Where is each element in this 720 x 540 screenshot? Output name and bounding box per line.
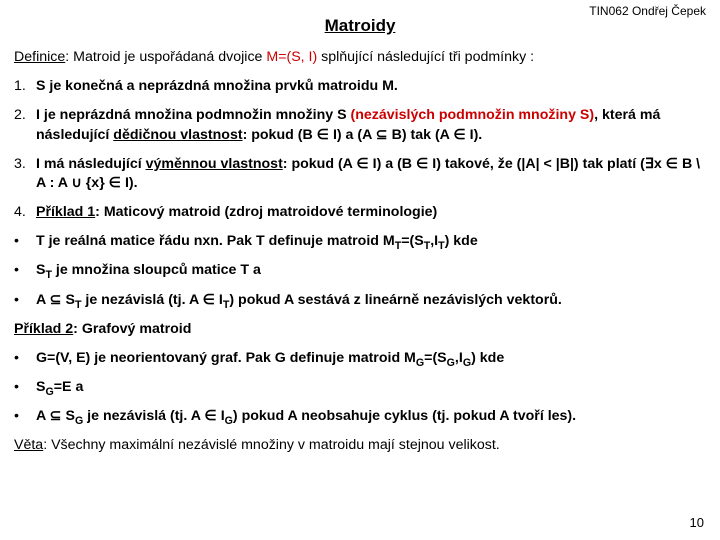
page-title: Matroidy	[14, 16, 706, 36]
example-2-heading: Příklad 2: Grafový matroid	[14, 320, 706, 339]
page-number: 10	[690, 515, 704, 530]
ol-body-1: S je konečná a neprázdná množina prvků m…	[36, 77, 706, 96]
text: ,I	[455, 350, 463, 366]
bullet-body: A ⊆ ST je nezávislá (tj. A ∈ IT) pokud A…	[36, 291, 706, 310]
property-name: dědičnou vlastnost	[113, 127, 242, 143]
bullet-body: ST je množina sloupců matice T a	[36, 261, 706, 280]
ol-body-4: Příklad 1: Maticový matroid (zdroj matro…	[36, 203, 706, 222]
ol-item-2: 2. I je neprázdná množina podmnožin množ…	[14, 106, 706, 144]
text: ) kde	[445, 233, 478, 249]
bullet-icon: •	[14, 291, 36, 310]
text: ) pokud A sestává z lineárně nezávislých…	[229, 292, 561, 308]
text: =(S	[424, 350, 446, 366]
text: A ⊆ S	[36, 292, 75, 308]
bullet-sg-e: • SG=E a	[14, 378, 706, 397]
ol-body-3: I má následující výměnnou vlastnost: pok…	[36, 155, 706, 193]
definition-label: Definice	[14, 49, 65, 65]
ol-body-2: I je neprázdná množina podmnožin množiny…	[36, 106, 706, 144]
subscript: G	[225, 415, 233, 427]
theorem-line: Věta: Všechny maximální nezávislé množin…	[14, 436, 706, 455]
text: A ⊆ S	[36, 408, 75, 424]
ol-number: 1.	[14, 77, 36, 96]
bullet-body: T je reálná matice řádu nxn. Pak T defin…	[36, 232, 706, 251]
text: ) pokud A neobsahuje cyklus (tj. pokud A…	[233, 408, 576, 424]
bullet-icon: •	[14, 407, 36, 426]
text: je množina sloupců matice T a	[52, 262, 261, 278]
property-name: výměnnou vlastnost	[146, 156, 283, 172]
text: =E a	[54, 379, 84, 395]
bullet-a-independent-g: • A ⊆ SG je nezávislá (tj. A ∈ IG) pokud…	[14, 407, 706, 426]
ol-item-4: 4. Příklad 1: Maticový matroid (zdroj ma…	[14, 203, 706, 222]
definition-line: Definice: Matroid je uspořádaná dvojice …	[14, 48, 706, 67]
text: : Maticový matroid (zdroj matroidové ter…	[95, 204, 437, 220]
text: I je neprázdná množina podmnožin množiny…	[36, 107, 351, 123]
text: : pokud (B ∈ I) a (A ⊆ B) tak (A ∈ I).	[243, 127, 483, 143]
definition-after: splňující následující tři podmínky :	[317, 49, 534, 65]
ol-number: 3.	[14, 155, 36, 193]
text: ,I	[430, 233, 438, 249]
text: : Všechny maximální nezávislé množiny v …	[43, 437, 500, 453]
bullet-icon: •	[14, 261, 36, 280]
text: ) kde	[471, 350, 504, 366]
subscript: G	[75, 415, 83, 427]
bullet-body: A ⊆ SG je nezávislá (tj. A ∈ IG) pokud A…	[36, 407, 706, 426]
text: G=(V, E) je neorientovaný graf. Pak G de…	[36, 350, 416, 366]
text: : Grafový matroid	[73, 321, 191, 337]
subscript: G	[416, 357, 424, 369]
bullet-icon: •	[14, 232, 36, 251]
ol-number: 4.	[14, 203, 36, 222]
definition-before: : Matroid je uspořádaná dvojice	[65, 49, 266, 65]
example-label: Příklad 2	[14, 321, 73, 337]
text: =(S	[401, 233, 423, 249]
emphasis-text: (nezávislých podmnožin množiny S)	[351, 107, 595, 123]
bullet-icon: •	[14, 349, 36, 368]
text: T je reálná matice řádu nxn. Pak T defin…	[36, 233, 395, 249]
text: je nezávislá (tj. A ∈ I	[81, 292, 222, 308]
theorem-label: Věta	[14, 437, 43, 453]
ol-number: 2.	[14, 106, 36, 144]
example-label: Příklad 1	[36, 204, 95, 220]
ol-item-1: 1. S je konečná a neprázdná množina prvk…	[14, 77, 706, 96]
subscript: G	[45, 386, 53, 398]
bullet-body: G=(V, E) je neorientovaný graf. Pak G de…	[36, 349, 706, 368]
subscript: G	[463, 357, 471, 369]
text: je nezávislá (tj. A ∈ I	[83, 408, 224, 424]
bullet-a-independent-t: • A ⊆ ST je nezávislá (tj. A ∈ IT) pokud…	[14, 291, 706, 310]
bullet-t-matrix: • T je reálná matice řádu nxn. Pak T def…	[14, 232, 706, 251]
bullet-g-graph: • G=(V, E) je neorientovaný graf. Pak G …	[14, 349, 706, 368]
slide: TIN062 Ondřej Čepek Matroidy Definice: M…	[0, 0, 720, 540]
subscript: G	[447, 357, 455, 369]
course-label: TIN062 Ondřej Čepek	[589, 4, 706, 18]
bullet-icon: •	[14, 378, 36, 397]
definition-expr: M=(S, I)	[266, 49, 317, 65]
bullet-st-columns: • ST je množina sloupců matice T a	[14, 261, 706, 280]
ol-item-3: 3. I má následující výměnnou vlastnost: …	[14, 155, 706, 193]
bullet-body: SG=E a	[36, 378, 706, 397]
text: I má následující	[36, 156, 146, 172]
